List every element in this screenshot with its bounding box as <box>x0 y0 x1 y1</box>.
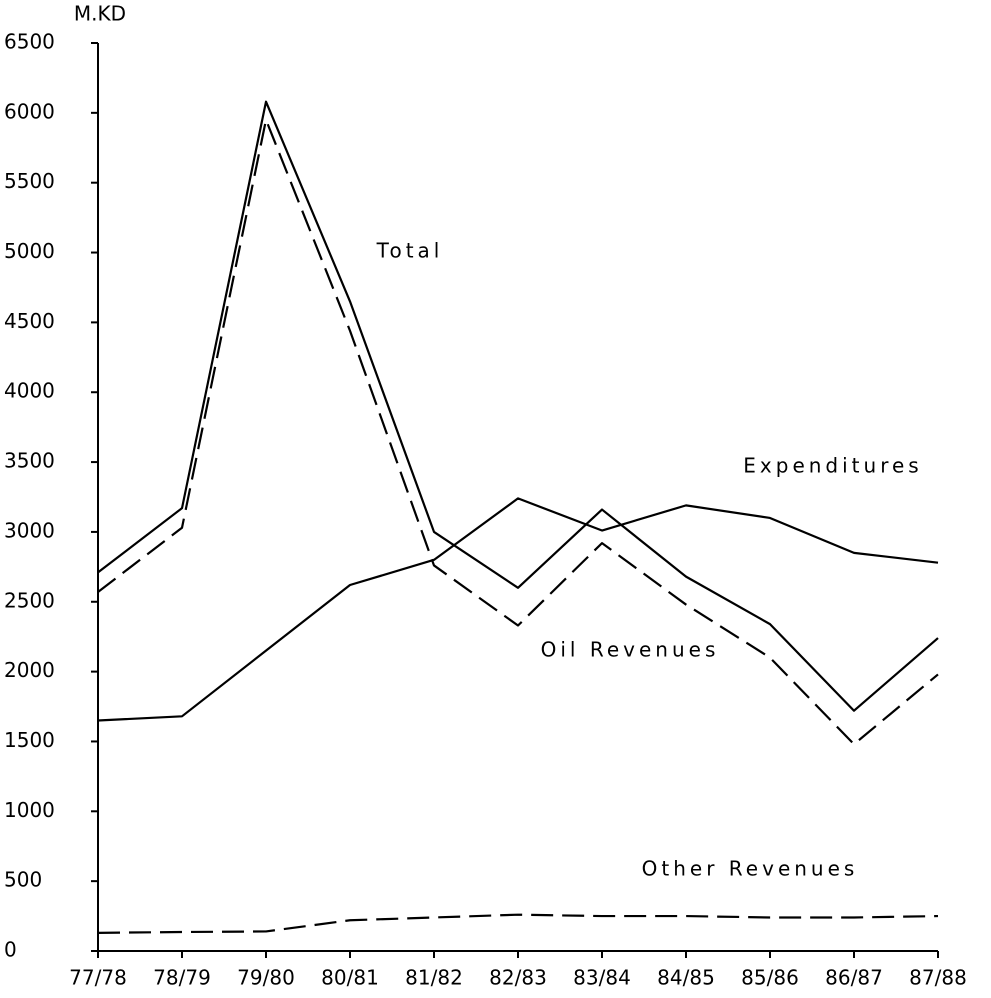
series-label: Other Revenues <box>642 857 859 881</box>
series-line <box>97 497 939 722</box>
series-line <box>97 118 939 746</box>
x-tick-label: 82/83 <box>489 966 547 990</box>
y-tick-label: 6000 <box>4 99 55 123</box>
y-tick-label: 500 <box>4 868 42 892</box>
y-tick-label: 5000 <box>4 239 55 263</box>
series-line <box>97 100 939 712</box>
y-tick-label: 5500 <box>4 169 55 193</box>
x-tick-label: 80/81 <box>321 966 379 990</box>
x-tick-label: 79/80 <box>237 966 295 990</box>
y-tick-label: 4000 <box>4 379 55 403</box>
series-label: Total <box>376 239 444 263</box>
y-tick-label: 2000 <box>4 658 55 682</box>
y-tick-label: 3500 <box>4 449 55 473</box>
x-tick-label: 78/79 <box>153 966 211 990</box>
y-tick-label: 1000 <box>4 798 55 822</box>
y-tick-label: 0 <box>4 938 17 962</box>
x-tick-label: 81/82 <box>405 966 463 990</box>
y-tick-label: 3000 <box>4 518 55 542</box>
y-tick-label: 4500 <box>4 309 55 333</box>
x-tick-label: 83/84 <box>573 966 631 990</box>
series-label: Oil Revenues <box>541 638 720 662</box>
y-tick-label: 2500 <box>4 588 55 612</box>
y-tick-label: 6500 <box>4 30 55 54</box>
x-tick-label: 86/87 <box>825 966 883 990</box>
y-tick-label: 1500 <box>4 728 55 752</box>
y-axis-label: M.KD <box>74 2 126 26</box>
x-tick-label: 84/85 <box>657 966 715 990</box>
x-tick-label: 77/78 <box>69 966 127 990</box>
series-label: Expenditures <box>743 454 922 478</box>
x-tick-label: 85/86 <box>741 966 799 990</box>
series-line <box>97 913 939 934</box>
x-tick-label: 87/88 <box>909 966 967 990</box>
